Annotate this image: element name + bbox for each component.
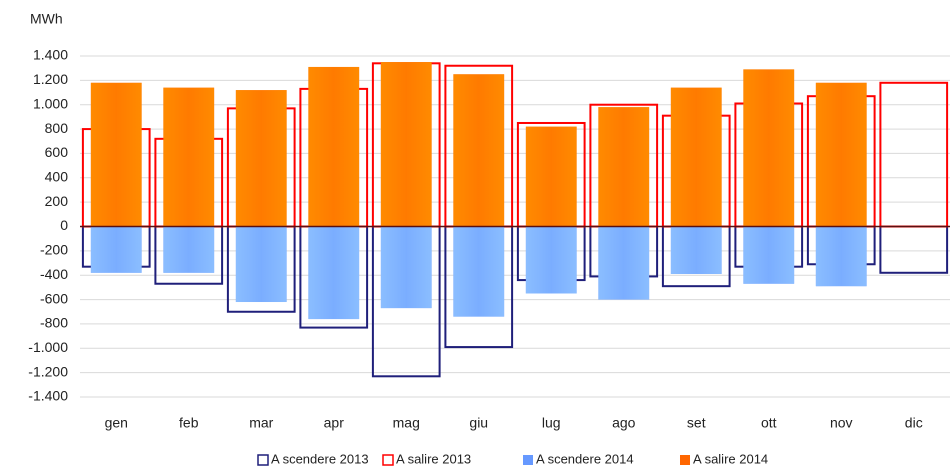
y-tick-label: 400 xyxy=(45,168,69,184)
legend-marker xyxy=(382,454,394,466)
x-tick-label: ago xyxy=(612,415,636,431)
bar xyxy=(879,225,949,274)
x-tick-label: feb xyxy=(179,415,199,431)
y-axis-unit: MWh xyxy=(30,11,63,27)
y-tick-label: -1.200 xyxy=(28,363,68,379)
y-tick-label: -400 xyxy=(40,266,68,282)
legend-label: A scendere 2013 xyxy=(271,451,369,466)
y-tick-label: 200 xyxy=(45,193,69,209)
y-tick-label: 1.000 xyxy=(33,95,68,111)
grid xyxy=(80,55,950,398)
axes: -1.400 -1.200 -1.000 -800 -600 -400 -200 0 200 40… xyxy=(28,47,950,431)
y-tick-label: 1.400 xyxy=(33,47,68,63)
y-tick-label: 1.200 xyxy=(33,71,68,87)
x-tick-label: gen xyxy=(105,415,128,431)
x-tick-label: giu xyxy=(469,415,488,431)
legend: A scendere 2013 A salire 2013 A scendere 2… xyxy=(257,451,768,466)
x-tick-label: nov xyxy=(830,415,853,431)
x-tick-label: ott xyxy=(761,415,777,431)
y-tick-label: -600 xyxy=(40,290,68,306)
x-tick-label: lug xyxy=(542,415,561,431)
x-tick-label: mag xyxy=(393,415,420,431)
y-tick-label: -1.400 xyxy=(28,388,68,404)
x-tick-label: dic xyxy=(905,415,923,431)
legend-marker xyxy=(257,454,269,466)
y-tick-label: 800 xyxy=(45,120,69,136)
legend-label: A salire 2014 xyxy=(693,451,768,466)
plot-area xyxy=(81,62,949,378)
x-tick-label: mar xyxy=(249,415,273,431)
y-tick-label: -200 xyxy=(40,242,68,258)
y-tick-label: 0 xyxy=(60,217,68,233)
y-tick-label: 600 xyxy=(45,144,69,160)
legend-marker xyxy=(523,455,533,465)
y-tick-label: -800 xyxy=(40,315,68,331)
legend-marker xyxy=(680,455,690,465)
y-tick-label: -1.000 xyxy=(28,339,68,355)
legend-label: A salire 2013 xyxy=(396,451,471,466)
legend-label: A scendere 2014 xyxy=(536,451,634,466)
x-tick-label: apr xyxy=(324,415,345,431)
x-tick-label: set xyxy=(687,415,706,431)
